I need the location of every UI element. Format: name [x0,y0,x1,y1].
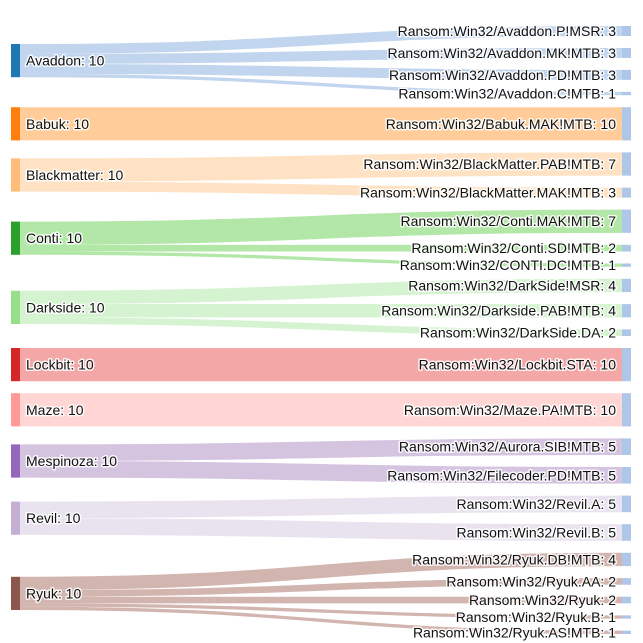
target-label: Ransom:Win32/Avaddon.MK!MTB: 3 [387,45,616,61]
target-label: Ransom:Win32/Aurora.SIB!MTB: 5 [399,439,616,455]
sankey-link [19,152,623,182]
sankey-link [19,603,623,619]
target-label: Ransom:Win32/Avaddon.C!MTB: 1 [398,86,616,102]
target-label: Ransom:Win32/Revil.A: 5 [456,496,616,512]
sankey-link [19,518,623,541]
sankey-link [19,278,623,305]
source-label: Conti: 10 [26,230,82,246]
source-label: Ryuk: 10 [26,585,81,601]
source-label: Revil: 10 [26,510,81,526]
source-label: Maze: 10 [26,402,84,418]
target-label: Ransom:Win32/Conti.MAK!MTB: 7 [400,213,616,229]
source-node [11,158,20,192]
sankey-link [19,26,623,54]
target-node [622,91,631,96]
sankey-link [19,63,623,80]
target-node [622,209,631,233]
target-node [622,524,631,541]
target-label: Ransom:Win32/Ryuk.AS!MTB: 1 [413,624,616,640]
target-label: Ransom:Win32/Ryuk: 2 [469,592,616,608]
source-node [11,44,20,78]
target-label: Ransom:Win32/Ryuk.B: 1 [456,609,616,625]
target-label: Ransom:Win32/BlackMatter.PAB!MTB: 7 [363,156,616,172]
source-label: Darkside: 10 [26,299,105,315]
source-node [11,576,20,610]
target-label: Ransom:Win32/Avaddon.PD!MTB: 3 [389,67,616,83]
target-node [622,278,631,293]
sankey-nodes [11,26,631,634]
target-node [622,263,631,267]
sankey-link [19,578,623,597]
sankey-link [19,438,623,461]
target-node [622,304,631,318]
sankey-link [19,251,623,267]
target-label: Ransom:Win32/Maze.PA!MTB: 10 [404,402,616,418]
source-node [11,221,20,255]
source-label: Mespinoza: 10 [26,453,117,469]
sankey-link [19,73,623,96]
target-label: Ransom:Win32/Ryuk.DB!MTB: 4 [412,551,616,567]
sankey-link [19,552,623,591]
source-node [11,290,20,324]
target-label: Ransom:Win32/Filecoder.PD!MTB: 5 [387,467,616,483]
sankey-links [19,26,623,634]
target-label: Ransom:Win32/BlackMatter.MAK!MTB: 3 [360,185,616,201]
source-node [11,444,20,478]
target-node [622,438,631,455]
source-label: Avaddon: 10 [26,53,105,69]
target-node [622,329,631,336]
target-label: Ransom:Win32/Babuk.MAK!MTB: 10 [386,116,617,132]
source-label: Blackmatter: 10 [26,167,123,183]
sankey-link [19,495,623,519]
target-node [622,152,631,176]
target-node [622,495,631,513]
source-node [11,107,20,141]
sankey-labels: Ransom:Win32/Avaddon.P!MSR: 3 Ransom:Win3… [25,21,618,641]
sankey-link [19,606,623,634]
source-node [11,501,20,535]
target-node [622,187,631,198]
sankey-link [19,47,623,64]
target-node [622,26,631,36]
source-label: Lockbit: 10 [26,357,94,373]
sankey-link [19,317,623,336]
target-label: Ransom:Win32/Ryuk.AA: 2 [446,573,616,589]
target-label: Ransom:Win32/Lockbit.STA: 10 [419,357,617,373]
target-node [622,393,631,427]
target-label: Ransom:Win32/Darkside.PAB!MTB: 4 [381,303,616,319]
target-label: Ransom:Win32/DarkSide.DA: 2 [420,325,616,341]
target-node [622,552,631,567]
target-node [622,69,631,80]
target-node [622,348,631,382]
sankey-link [19,209,623,245]
target-label: Ransom:Win32/Conti.SD!MTB: 2 [411,240,616,256]
target-node [622,467,631,484]
target-node [622,596,631,604]
source-node [11,348,20,382]
target-label: Ransom:Win32/DarkSide!MSR: 4 [408,277,616,293]
target-label: Ransom:Win32/Avaddon.P!MSR: 3 [398,23,617,39]
target-node [622,47,631,58]
sankey-link [19,461,623,484]
target-node [622,630,631,634]
target-label: Ransom:Win32/Revil.B: 5 [456,525,616,541]
source-label: Babuk: 10 [26,116,89,132]
sankey-link [19,181,623,198]
target-node [622,244,631,252]
target-label: Ransom:Win32/CONTI.DC!MTB: 1 [400,257,616,273]
target-node [622,578,631,585]
target-node [622,615,631,619]
target-node [622,107,631,141]
source-node [11,393,20,427]
